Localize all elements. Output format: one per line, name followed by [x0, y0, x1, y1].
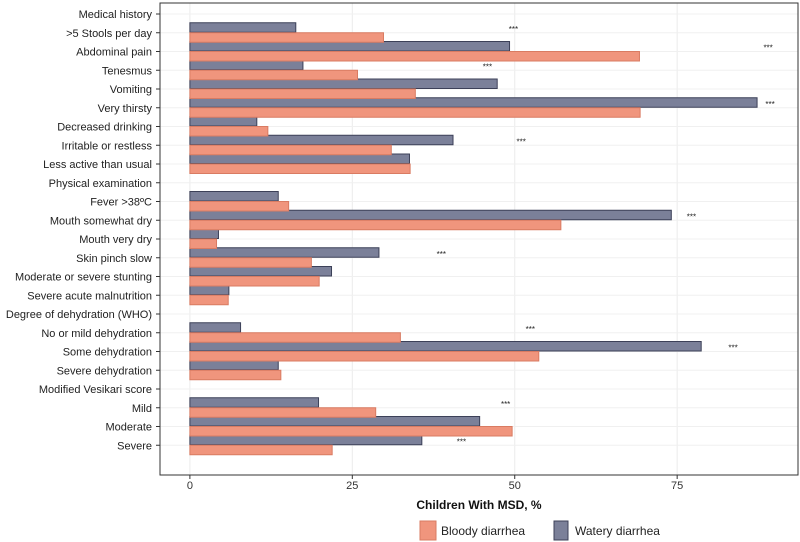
- significance-marker: ***: [728, 344, 737, 353]
- bar-watery: [189, 97, 758, 108]
- bar-watery: [189, 134, 454, 146]
- significance-marker: ***: [501, 400, 510, 409]
- y-tick-label: Severe dehydration: [57, 365, 152, 377]
- x-tick-label: 0: [187, 480, 193, 492]
- bar-watery: [189, 284, 230, 296]
- significance-marker: ***: [437, 250, 446, 259]
- significance-annotations: *** *** *** *** *** *** *** *** *** *** ***: [437, 25, 775, 447]
- y-tick-label: Modified Vesikari score: [39, 384, 152, 396]
- bar-watery: [189, 416, 481, 427]
- bar-bloody: [189, 407, 377, 418]
- bar-bloody: [189, 276, 320, 287]
- bar-watery: [189, 59, 304, 71]
- legend-label-watery: Watery diarrhea: [575, 524, 660, 538]
- x-tick-label: 25: [346, 480, 358, 492]
- significance-marker: ***: [483, 62, 492, 71]
- bar-bloody: [189, 444, 333, 456]
- bar-watery: [189, 22, 297, 33]
- y-tick-label: Decreased drinking: [57, 122, 152, 134]
- bar-watery: [189, 397, 320, 408]
- y-tick-label: Moderate or severe stunting: [15, 272, 152, 284]
- significance-marker: ***: [765, 100, 774, 109]
- significance-marker: ***: [687, 212, 696, 221]
- x-axis-ticks: 0 25 50 75: [187, 475, 683, 492]
- bar-bloody: [189, 426, 513, 437]
- legend: Bloody diarrhea Watery diarrhea: [419, 520, 660, 541]
- y-tick-label: Abdominal pain: [76, 47, 152, 59]
- bar-bloody: [189, 32, 384, 43]
- bar-watery: [189, 266, 333, 277]
- x-tick-label: 75: [671, 480, 683, 492]
- plot-border: [159, 2, 799, 476]
- bar-watery: [189, 209, 672, 221]
- y-tick-label: Mouth somewhat dry: [50, 215, 153, 227]
- y-tick-label: Some dehydration: [63, 347, 152, 359]
- y-tick-label: Medical history: [79, 9, 153, 21]
- significance-marker: ***: [457, 437, 466, 446]
- significance-marker: ***: [526, 325, 535, 334]
- bar-bloody: [189, 351, 540, 362]
- y-tick-label: Very thirsty: [98, 103, 153, 115]
- bar-bloody: [189, 294, 229, 306]
- y-axis-labels: Medical history >5 Stools per day Abdomina…: [6, 9, 160, 452]
- bar-watery: [189, 341, 702, 352]
- bar-bloody: [189, 107, 641, 118]
- bar-watery: [189, 322, 242, 333]
- bar-bloody: [189, 88, 416, 99]
- y-tick-label: Mild: [132, 403, 152, 415]
- y-tick-label: Mouth very dry: [79, 234, 152, 246]
- bar-watery: [189, 434, 423, 446]
- bars: [189, 22, 758, 456]
- y-tick-label: Irritable or restless: [62, 140, 153, 152]
- bar-bloody: [189, 369, 282, 381]
- y-tick-label: Moderate: [106, 422, 152, 434]
- bar-bloody: [189, 332, 401, 343]
- significance-marker: ***: [763, 44, 772, 53]
- bar-bloody: [189, 257, 312, 268]
- significance-marker: ***: [509, 25, 518, 34]
- bar-bloody: [189, 238, 218, 249]
- bar-watery: [189, 191, 279, 202]
- legend-swatch-watery: [553, 520, 569, 541]
- bar-watery: [189, 78, 498, 89]
- bar-watery: [189, 116, 258, 127]
- bar-bloody: [189, 51, 640, 62]
- bar-watery: [189, 153, 410, 164]
- legend-swatch-bloody: [419, 520, 437, 541]
- bar-watery: [189, 247, 380, 258]
- significance-marker: ***: [517, 137, 526, 146]
- y-tick-label: Severe: [117, 440, 152, 452]
- bar-watery: [189, 359, 279, 371]
- bar-bloody: [189, 69, 359, 81]
- y-tick-label: Skin pinch slow: [76, 253, 152, 265]
- bar-bloody: [189, 163, 411, 174]
- bar-watery: [189, 228, 219, 239]
- y-tick-label: No or mild dehydration: [41, 328, 152, 340]
- y-tick-label: Physical examination: [49, 178, 152, 190]
- y-tick-label: Fever >38ºC: [90, 197, 152, 209]
- bar-watery: [189, 41, 511, 52]
- bar-bloody: [189, 144, 392, 156]
- y-tick-label: Vomiting: [110, 84, 152, 96]
- bar-bloody: [189, 219, 562, 231]
- x-axis-title: Children With MSD, %: [416, 498, 542, 512]
- x-tick-label: 50: [509, 480, 521, 492]
- bar-bloody: [189, 201, 290, 212]
- y-tick-label: >5 Stools per day: [66, 28, 152, 40]
- legend-label-bloody: Bloody diarrhea: [441, 524, 525, 538]
- y-tick-label: Degree of dehydration (WHO): [6, 309, 152, 321]
- y-tick-label: Less active than usual: [43, 159, 152, 171]
- y-tick-label: Tenesmus: [102, 65, 153, 77]
- y-tick-label: Severe acute malnutrition: [27, 290, 152, 302]
- bar-bloody: [189, 126, 269, 137]
